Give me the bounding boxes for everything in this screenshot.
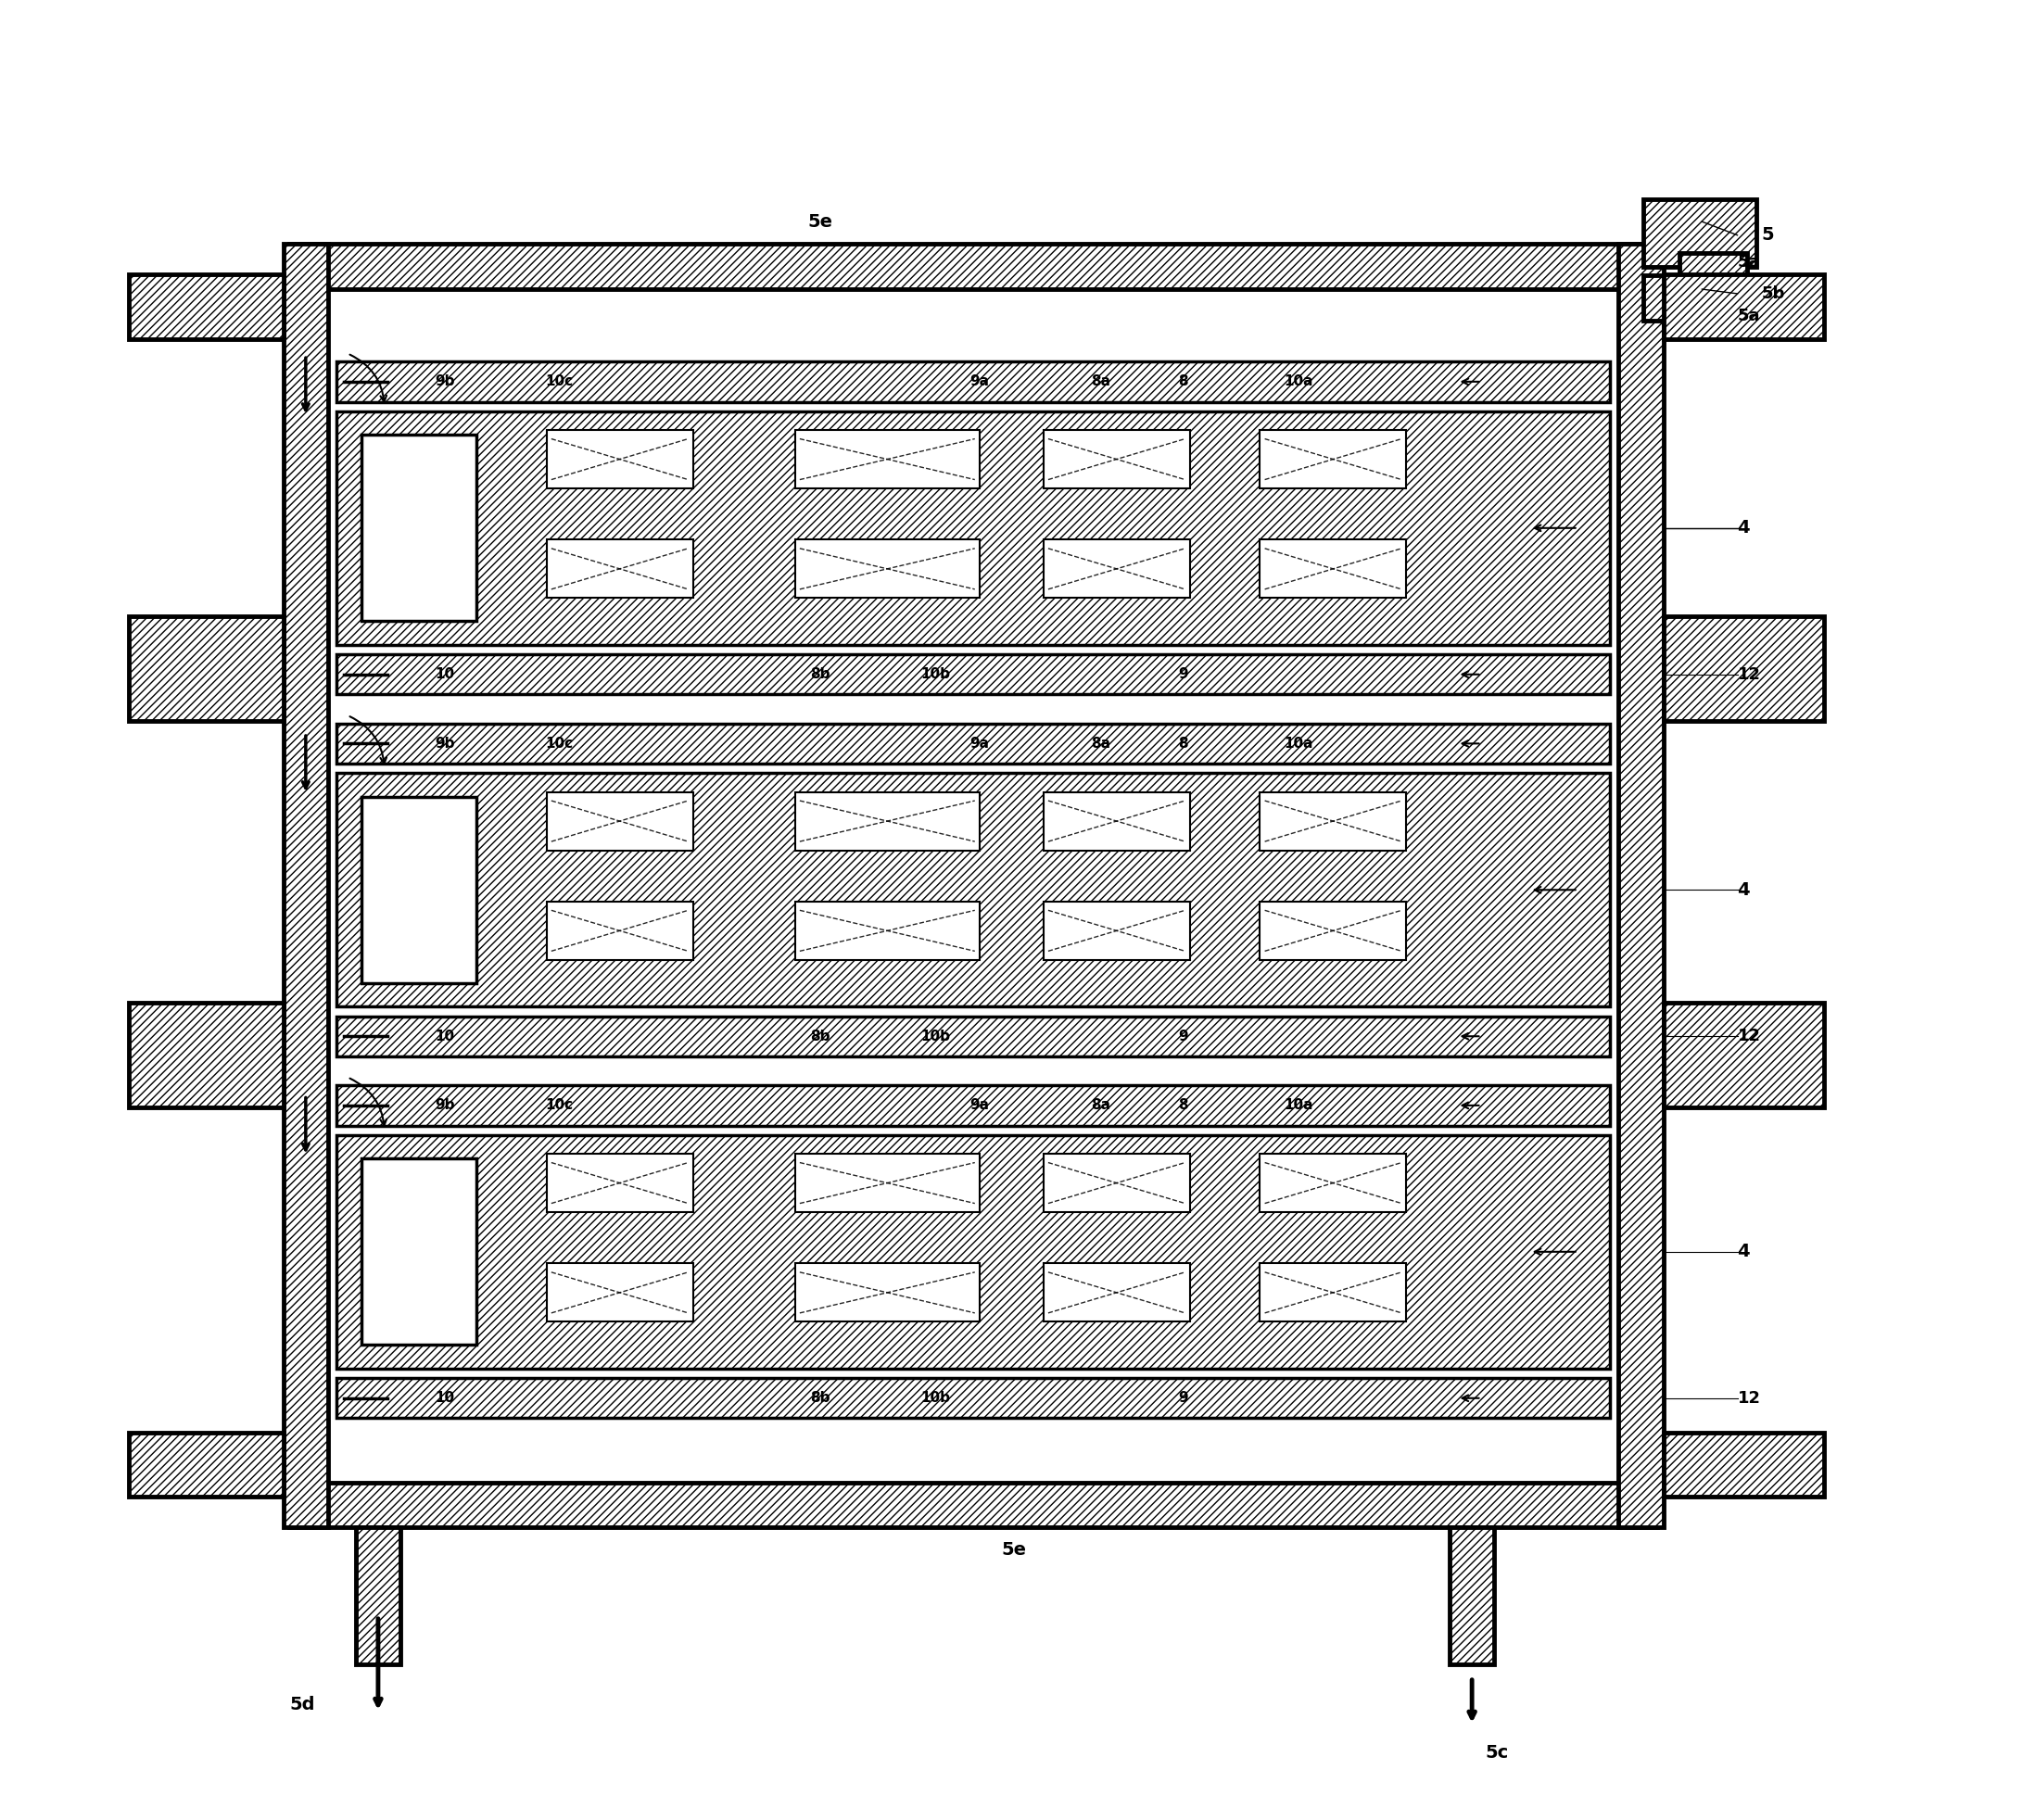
Text: 9a: 9a bbox=[971, 375, 989, 389]
Text: 8a: 8a bbox=[1091, 737, 1111, 750]
Text: 12: 12 bbox=[1737, 1028, 1761, 1045]
Bar bbox=[336, 362, 1609, 402]
Text: 5d: 5d bbox=[290, 1696, 314, 1713]
Bar bbox=[1044, 430, 1190, 488]
Text: 10: 10 bbox=[434, 1390, 454, 1405]
Bar bbox=[1664, 617, 1824, 721]
Bar bbox=[1644, 198, 1755, 268]
Text: 10b: 10b bbox=[920, 668, 951, 681]
Bar bbox=[284, 244, 328, 1527]
Text: 8b: 8b bbox=[811, 1030, 831, 1043]
Bar bbox=[336, 1016, 1609, 1056]
Text: 8: 8 bbox=[1178, 375, 1188, 389]
Text: 4: 4 bbox=[1737, 881, 1749, 899]
Bar bbox=[1261, 901, 1407, 959]
Text: 9a: 9a bbox=[971, 737, 989, 750]
Bar bbox=[336, 773, 1609, 1006]
Text: 8: 8 bbox=[1178, 737, 1188, 750]
Bar bbox=[130, 275, 284, 339]
Bar bbox=[795, 901, 979, 959]
Bar bbox=[130, 1432, 284, 1498]
Text: 12: 12 bbox=[1737, 666, 1761, 682]
Text: 5a: 5a bbox=[1737, 308, 1759, 324]
Text: 10c: 10c bbox=[545, 375, 574, 389]
Bar bbox=[355, 1527, 401, 1663]
Text: 10a: 10a bbox=[1283, 1099, 1313, 1112]
Text: 8b: 8b bbox=[811, 668, 831, 681]
Bar bbox=[336, 1378, 1609, 1418]
Text: 10c: 10c bbox=[545, 1099, 574, 1112]
Bar bbox=[795, 1263, 979, 1321]
Bar bbox=[361, 797, 476, 983]
Bar bbox=[1664, 1432, 1824, 1498]
Bar bbox=[1261, 430, 1407, 488]
Text: 9a: 9a bbox=[971, 1099, 989, 1112]
Bar bbox=[1261, 1263, 1407, 1321]
Bar bbox=[336, 1085, 1609, 1125]
Text: 10a: 10a bbox=[1283, 375, 1313, 389]
Bar bbox=[336, 1136, 1609, 1369]
Bar bbox=[547, 541, 693, 599]
Text: 9: 9 bbox=[1178, 1030, 1188, 1043]
Text: 5a: 5a bbox=[1737, 253, 1759, 271]
Text: 4: 4 bbox=[1737, 1243, 1749, 1261]
Text: 10c: 10c bbox=[545, 737, 574, 750]
Text: 10b: 10b bbox=[920, 1390, 951, 1405]
Text: 10b: 10b bbox=[920, 1030, 951, 1043]
Bar bbox=[361, 435, 476, 621]
Text: 10: 10 bbox=[434, 1030, 454, 1043]
Bar bbox=[1044, 901, 1190, 959]
Text: 5b: 5b bbox=[1761, 286, 1786, 302]
Bar bbox=[336, 411, 1609, 644]
Bar bbox=[547, 1263, 693, 1321]
Bar bbox=[1664, 275, 1824, 339]
Bar bbox=[1261, 541, 1407, 599]
Bar bbox=[1664, 1003, 1824, 1107]
Text: 9: 9 bbox=[1178, 668, 1188, 681]
Text: 9b: 9b bbox=[434, 375, 454, 389]
Bar bbox=[336, 653, 1609, 695]
Bar bbox=[1261, 1154, 1407, 1212]
Text: 8: 8 bbox=[1178, 1099, 1188, 1112]
Bar bbox=[130, 1003, 284, 1107]
Bar bbox=[130, 617, 284, 721]
Text: 12: 12 bbox=[1737, 1390, 1761, 1407]
Bar bbox=[1680, 253, 1747, 302]
Bar bbox=[1044, 792, 1190, 850]
Bar bbox=[547, 430, 693, 488]
Text: 10: 10 bbox=[434, 668, 454, 681]
Text: 9b: 9b bbox=[434, 737, 454, 750]
Text: 8a: 8a bbox=[1091, 1099, 1111, 1112]
Bar bbox=[547, 901, 693, 959]
Text: 9: 9 bbox=[1178, 1390, 1188, 1405]
Bar bbox=[1644, 275, 1755, 320]
Bar bbox=[1618, 244, 1664, 1527]
Text: 5e: 5e bbox=[1001, 1542, 1026, 1560]
Bar bbox=[290, 244, 1656, 289]
Bar bbox=[1449, 1527, 1494, 1663]
Bar bbox=[361, 1159, 476, 1345]
Text: 4: 4 bbox=[1737, 519, 1749, 537]
Text: 10a: 10a bbox=[1283, 737, 1313, 750]
Bar bbox=[795, 541, 979, 599]
Bar bbox=[290, 1483, 1656, 1527]
Bar bbox=[1261, 792, 1407, 850]
Text: 5e: 5e bbox=[809, 213, 833, 231]
Bar bbox=[1044, 541, 1190, 599]
Text: 5c: 5c bbox=[1486, 1744, 1508, 1762]
Text: 8b: 8b bbox=[811, 1390, 831, 1405]
Bar bbox=[547, 792, 693, 850]
Bar bbox=[547, 1154, 693, 1212]
Bar bbox=[795, 430, 979, 488]
Bar bbox=[1044, 1154, 1190, 1212]
Bar bbox=[795, 792, 979, 850]
Text: 5: 5 bbox=[1761, 226, 1774, 244]
Text: 9b: 9b bbox=[434, 1099, 454, 1112]
Bar bbox=[1044, 1263, 1190, 1321]
Text: 8a: 8a bbox=[1091, 375, 1111, 389]
Bar bbox=[795, 1154, 979, 1212]
Bar bbox=[336, 723, 1609, 764]
